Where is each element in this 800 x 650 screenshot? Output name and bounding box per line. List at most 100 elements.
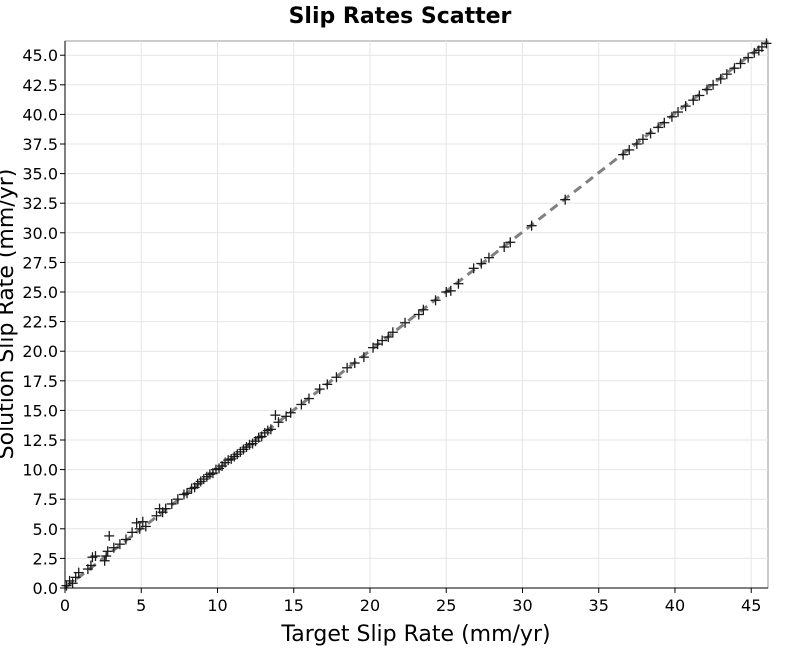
data-point (631, 139, 642, 150)
data-point (468, 263, 479, 274)
gridlines (65, 41, 768, 588)
data-point (166, 498, 177, 509)
data-point (90, 551, 101, 562)
data-point (285, 407, 296, 418)
y-tick-label: 25.0 (22, 283, 58, 302)
x-tick-label: 45 (741, 596, 761, 615)
y-tick-label: 7.5 (33, 490, 58, 509)
data-point (160, 503, 171, 514)
y-tick-label: 30.0 (22, 224, 58, 243)
data-point (151, 510, 162, 521)
y-tick-label: 2.5 (33, 549, 58, 568)
data-point (127, 527, 138, 538)
data-point (645, 128, 656, 139)
y-axis-label: Solution Slip Rate (mm/yr) (0, 169, 19, 460)
data-point (637, 134, 648, 145)
data-point (383, 331, 394, 342)
data-point (358, 352, 369, 363)
data-point (418, 304, 429, 315)
y-tick-label: 12.5 (22, 431, 58, 450)
data-point (441, 287, 452, 298)
data-point (85, 560, 96, 571)
y-tick-label: 5.0 (33, 520, 58, 539)
data-point (659, 117, 670, 128)
data-point (653, 122, 664, 133)
data-point (694, 90, 705, 101)
data-point (749, 47, 760, 58)
x-tick-label: 5 (136, 596, 146, 615)
data-point (172, 494, 183, 505)
data-point (735, 58, 746, 69)
data-point (349, 358, 360, 369)
data-point (134, 523, 145, 534)
data-point (499, 242, 510, 253)
y-tick-label: 0.0 (33, 579, 58, 598)
x-axis-ticks: 0 5 10 15 20 25 30 35 40 45 (60, 588, 761, 615)
data-point (102, 546, 113, 557)
y-tick-label: 40.0 (22, 105, 58, 124)
data-point (476, 258, 487, 269)
y-tick-label: 45.0 (22, 46, 58, 65)
y-tick-label: 20.0 (22, 342, 58, 361)
y-tick-label: 10.0 (22, 461, 58, 480)
data-point (108, 542, 119, 553)
data-point (688, 95, 699, 106)
y-axis-ticks: 0.0 2.5 5.0 7.5 10.0 12.5 15.0 17.5 20.0 22.5 25.0… (22, 46, 65, 598)
data-point (618, 149, 629, 160)
y-tick-label: 32.5 (22, 194, 58, 213)
data-point (67, 578, 78, 589)
data-point (273, 417, 284, 428)
data-point (387, 327, 398, 338)
data-point (131, 517, 142, 528)
data-point (99, 555, 110, 566)
data-point (331, 372, 342, 383)
data-point (729, 63, 740, 74)
data-point (114, 539, 125, 550)
data-point (296, 399, 307, 410)
data-point (453, 278, 464, 289)
data-point (702, 84, 713, 95)
chart-title: Slip Rates Scatter (289, 4, 512, 29)
data-point (673, 107, 684, 118)
y-tick-label: 22.5 (22, 313, 58, 332)
data-point (430, 295, 441, 306)
y-tick-label: 37.5 (22, 135, 58, 154)
y-tick-label: 42.5 (22, 76, 58, 95)
data-point (624, 144, 635, 155)
data-point (377, 335, 388, 346)
data-point (270, 410, 281, 421)
data-point (761, 38, 772, 49)
data-point (265, 424, 276, 435)
x-tick-label: 10 (207, 596, 227, 615)
data-point (505, 237, 516, 248)
y-tick-label: 27.5 (22, 253, 58, 272)
data-point (680, 101, 691, 112)
data-point (666, 111, 677, 122)
data-point (560, 194, 571, 205)
data-point (721, 69, 732, 80)
data-point (181, 488, 192, 499)
x-tick-label: 30 (512, 596, 532, 615)
x-tick-label: 25 (436, 596, 456, 615)
x-tick-label: 0 (60, 596, 70, 615)
x-axis-label: Target Slip Rate (mm/yr) (280, 622, 550, 647)
data-point (413, 309, 424, 320)
data-point (526, 220, 537, 231)
y-tick-label: 17.5 (22, 372, 58, 391)
data-points (61, 38, 772, 591)
x-tick-label: 35 (589, 596, 609, 615)
y-tick-label: 15.0 (22, 401, 58, 420)
data-point (342, 362, 353, 373)
data-point (303, 393, 314, 404)
data-point (120, 534, 131, 545)
y-tick-label: 35.0 (22, 165, 58, 184)
data-point (322, 379, 333, 390)
data-point (400, 317, 411, 328)
data-point (101, 551, 112, 562)
x-tick-label: 20 (360, 596, 380, 615)
data-point (708, 79, 719, 90)
data-point (445, 285, 456, 296)
data-point (104, 530, 115, 541)
data-point (73, 567, 84, 578)
